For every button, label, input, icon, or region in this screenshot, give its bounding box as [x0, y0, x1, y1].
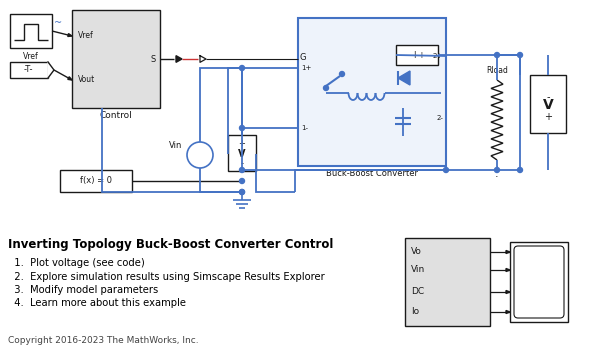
Circle shape [323, 86, 329, 90]
Bar [298, 18, 446, 166]
Text: +: + [239, 138, 246, 147]
Text: 1.  Plot voltage (see code): 1. Plot voltage (see code) [8, 258, 145, 268]
Text: Copyright 2016-2023 The MathWorks, Inc.: Copyright 2016-2023 The MathWorks, Inc. [8, 336, 198, 345]
Circle shape [444, 168, 448, 172]
Text: Vo: Vo [411, 247, 422, 257]
Text: 2-: 2- [436, 115, 443, 121]
Circle shape [518, 52, 522, 57]
Text: -T-: -T- [23, 65, 33, 75]
Text: 4.  Learn more about this example: 4. Learn more about this example [8, 298, 186, 308]
Text: f(x) = 0: f(x) = 0 [80, 176, 112, 186]
FancyBboxPatch shape [514, 246, 564, 318]
Text: 1+: 1+ [301, 65, 312, 71]
Text: -: - [546, 92, 550, 102]
Text: Inverting Topology Buck-Boost Converter Control: Inverting Topology Buck-Boost Converter … [8, 238, 333, 251]
Circle shape [495, 52, 499, 57]
Polygon shape [506, 269, 510, 271]
Text: G: G [300, 54, 306, 63]
Polygon shape [398, 71, 410, 85]
Text: Buck-Boost Converter: Buck-Boost Converter [326, 169, 418, 178]
Text: -: - [198, 156, 201, 164]
Bar [510, 242, 568, 322]
Circle shape [187, 142, 213, 168]
Text: Control: Control [100, 111, 133, 120]
Text: Vin: Vin [411, 265, 425, 275]
Text: 2.  Explore simulation results using Simscape Results Explorer: 2. Explore simulation results using Sims… [8, 271, 325, 282]
Text: +: + [544, 112, 552, 122]
Polygon shape [506, 310, 510, 314]
Circle shape [240, 189, 244, 195]
Bar [405, 238, 490, 326]
Bar [228, 135, 256, 171]
Text: S: S [151, 55, 156, 63]
Polygon shape [48, 62, 54, 78]
Polygon shape [68, 77, 72, 80]
Text: ·: · [495, 172, 499, 182]
Bar [72, 10, 160, 108]
Text: Vref: Vref [23, 52, 39, 61]
Polygon shape [506, 290, 510, 294]
Circle shape [339, 71, 345, 76]
Text: +: + [494, 165, 501, 174]
Text: Vin: Vin [168, 140, 182, 150]
Text: 3.  Modify model parameters: 3. Modify model parameters [8, 285, 158, 295]
Polygon shape [176, 56, 182, 62]
Text: ~: ~ [54, 18, 62, 28]
Text: DC: DC [411, 288, 424, 296]
Text: - I +: - I + [409, 50, 425, 59]
Text: 1-: 1- [301, 125, 308, 131]
Text: Vref: Vref [78, 31, 94, 40]
Text: -: - [240, 159, 243, 169]
Polygon shape [68, 33, 72, 37]
Bar [10, 14, 52, 48]
Circle shape [240, 65, 244, 70]
Circle shape [495, 168, 499, 172]
Text: V: V [542, 98, 554, 112]
Text: V: V [238, 149, 246, 159]
Circle shape [518, 168, 522, 172]
Text: 2+: 2+ [433, 53, 443, 59]
Circle shape [240, 126, 244, 131]
Text: Io: Io [411, 308, 419, 316]
Bar [396, 45, 438, 65]
Text: +: + [197, 146, 203, 156]
Text: Vout: Vout [78, 75, 95, 84]
Circle shape [240, 178, 244, 183]
Circle shape [240, 189, 244, 195]
Text: Rload: Rload [486, 66, 508, 75]
Bar [10, 62, 48, 78]
Bar [60, 170, 132, 192]
Polygon shape [506, 251, 510, 253]
Bar [530, 75, 566, 133]
Circle shape [240, 168, 244, 172]
